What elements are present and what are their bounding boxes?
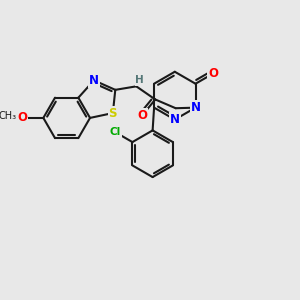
- Text: N: N: [89, 74, 99, 87]
- Text: O: O: [17, 111, 27, 124]
- Text: S: S: [109, 106, 117, 120]
- Text: N: N: [190, 101, 200, 114]
- Text: O: O: [137, 109, 147, 122]
- Text: H: H: [135, 75, 144, 85]
- Text: Cl: Cl: [110, 127, 121, 137]
- Text: O: O: [208, 67, 218, 80]
- Text: N: N: [170, 113, 180, 126]
- Text: CH₃: CH₃: [0, 111, 17, 121]
